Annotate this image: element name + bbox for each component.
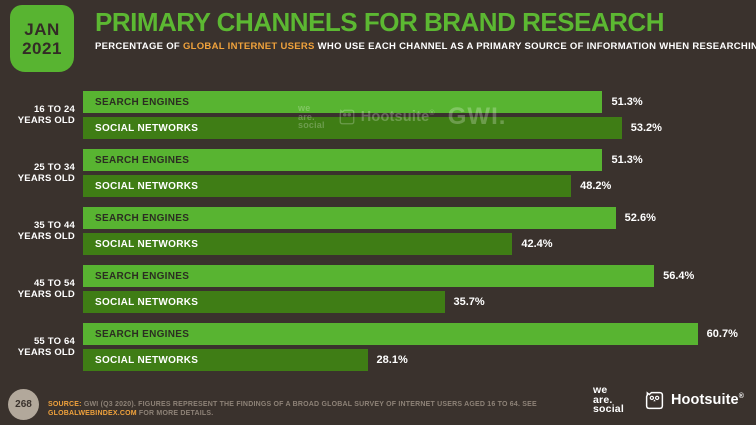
age-group: 25 TO 34 YEARS OLD SEARCH ENGINES 51.3% SOCI… xyxy=(0,149,756,197)
age-range: 35 TO 44 xyxy=(33,220,75,231)
page-number-badge: 268 xyxy=(8,389,39,420)
bar-value: 56.4% xyxy=(663,270,695,282)
bar-row-social-networks: SOCIAL NETWORKS 28.1% xyxy=(83,349,723,371)
bar-series-label: SEARCH ENGINES xyxy=(95,212,190,224)
bar-social-networks: SOCIAL NETWORKS xyxy=(83,349,368,371)
bar-value: 52.6% xyxy=(624,212,656,224)
we-are-social-line: social xyxy=(593,403,624,415)
age-group: 35 TO 44 YEARS OLD SEARCH ENGINES 52.6% SOCI… xyxy=(0,207,756,255)
bar-series-label: SOCIAL NETWORKS xyxy=(95,296,199,308)
source-text: GWI (Q3 2020). FIGURES REPRESENT THE FIN… xyxy=(81,401,537,408)
bar-row-social-networks: SOCIAL NETWORKS 35.7% xyxy=(83,291,723,313)
date-month: JAN xyxy=(24,19,60,39)
date-badge: JAN 2021 xyxy=(10,5,74,72)
subtitle-prefix: PERCENTAGE OF xyxy=(95,41,183,52)
bar-row-search-engines: SEARCH ENGINES 60.7% xyxy=(83,323,738,345)
bar-row-search-engines: SEARCH ENGINES 52.6% xyxy=(83,207,723,229)
subtitle-suffix: WHO USE EACH CHANNEL AS A PRIMARY SOURCE… xyxy=(317,41,756,52)
age-range: 45 TO 54 xyxy=(33,278,75,289)
age-group-label: 25 TO 34 YEARS OLD xyxy=(0,162,75,184)
age-group-label: 45 TO 54 YEARS OLD xyxy=(0,278,75,300)
age-range-suffix: YEARS OLD xyxy=(17,289,75,300)
bar-chart: 16 TO 24 YEARS OLD SEARCH ENGINES 51.3% SOCI… xyxy=(0,91,756,381)
bar-series-label: SEARCH ENGINES xyxy=(95,96,190,108)
bar-social-networks: SOCIAL NETWORKS xyxy=(83,175,572,197)
bar-value: 28.1% xyxy=(376,354,408,366)
age-range-suffix: YEARS OLD xyxy=(17,347,75,358)
bar-search-engines: SEARCH ENGINES xyxy=(83,265,655,287)
age-group-label: 35 TO 44 YEARS OLD xyxy=(0,220,75,242)
bar-pair: SEARCH ENGINES 52.6% SOCIAL NETWORKS 42.4% xyxy=(83,207,723,255)
bar-social-networks: SOCIAL NETWORKS xyxy=(83,291,445,313)
bar-value: 42.4% xyxy=(521,238,553,250)
bar-row-search-engines: SEARCH ENGINES 51.3% xyxy=(83,149,723,171)
age-group: 55 TO 64 YEARS OLD SEARCH ENGINES 60.7% SOCI… xyxy=(0,323,756,371)
we-are-social-logo: we are. social xyxy=(593,384,624,415)
bar-row-social-networks: SOCIAL NETWORKS 48.2% xyxy=(83,175,723,197)
we-are-social-line: are. xyxy=(593,393,613,406)
bar-row-social-networks: SOCIAL NETWORKS 42.4% xyxy=(83,233,723,255)
age-range-suffix: YEARS OLD xyxy=(17,231,75,242)
bar-series-label: SOCIAL NETWORKS xyxy=(95,180,199,192)
age-group-label: 55 TO 64 YEARS OLD xyxy=(0,336,75,358)
bar-search-engines: SEARCH ENGINES xyxy=(83,207,616,229)
age-range-suffix: YEARS OLD xyxy=(17,173,75,184)
bar-value: 51.3% xyxy=(611,96,643,108)
age-range: 16 TO 24 xyxy=(33,104,75,115)
bar-search-engines: SEARCH ENGINES xyxy=(83,149,603,171)
bar-row-search-engines: SEARCH ENGINES 51.3% xyxy=(83,91,723,113)
bar-pair: SEARCH ENGINES 56.4% SOCIAL NETWORKS 35.7% xyxy=(83,265,723,313)
bar-value: 35.7% xyxy=(453,296,485,308)
bar-pair: SEARCH ENGINES 60.7% SOCIAL NETWORKS 28.1% xyxy=(83,323,738,371)
date-year: 2021 xyxy=(22,38,62,58)
hootsuite-logo: Hootsuite® xyxy=(644,390,744,411)
bar-pair: SEARCH ENGINES 51.3% SOCIAL NETWORKS 53.2% xyxy=(83,91,723,139)
we-are-social-line: we xyxy=(593,384,608,396)
bar-value: 53.2% xyxy=(630,122,662,134)
hootsuite-owl-icon xyxy=(645,391,664,409)
age-group: 16 TO 24 YEARS OLD SEARCH ENGINES 51.3% SOCI… xyxy=(0,91,756,139)
bar-series-label: SEARCH ENGINES xyxy=(95,328,190,340)
bar-series-label: SEARCH ENGINES xyxy=(95,270,190,282)
age-group: 45 TO 54 YEARS OLD SEARCH ENGINES 56.4% SOCI… xyxy=(0,265,756,313)
bar-value: 51.3% xyxy=(611,154,643,166)
bar-value: 48.2% xyxy=(580,180,612,192)
bar-pair: SEARCH ENGINES 51.3% SOCIAL NETWORKS 48.2% xyxy=(83,149,723,197)
hootsuite-logo-label: Hootsuite® xyxy=(670,392,744,409)
age-group-label: 16 TO 24 YEARS OLD xyxy=(0,104,75,126)
bar-series-label: SEARCH ENGINES xyxy=(95,154,190,166)
bar-social-networks: SOCIAL NETWORKS xyxy=(83,117,622,139)
source-label: SOURCE: xyxy=(48,401,82,408)
bar-search-engines: SEARCH ENGINES xyxy=(83,323,698,345)
bar-row-search-engines: SEARCH ENGINES 56.4% xyxy=(83,265,723,287)
bar-search-engines: SEARCH ENGINES xyxy=(83,91,603,113)
bar-series-label: SOCIAL NETWORKS xyxy=(95,354,199,366)
bar-series-label: SOCIAL NETWORKS xyxy=(95,122,199,134)
source-link: GLOBALWEBINDEX.COM xyxy=(48,410,137,417)
footer-logos: we are. social Hootsuite® xyxy=(593,384,744,415)
age-range-suffix: YEARS OLD xyxy=(17,115,75,126)
bar-social-networks: SOCIAL NETWORKS xyxy=(83,233,513,255)
source-note: SOURCE: GWI (Q3 2020). FIGURES REPRESENT… xyxy=(48,400,593,418)
header: PRIMARY CHANNELS FOR BRAND RESEARCH PERC… xyxy=(95,7,756,52)
subtitle-highlight: GLOBAL INTERNET USERS xyxy=(182,41,315,52)
bar-value: 60.7% xyxy=(706,328,738,340)
source-text-2: FOR MORE DETAILS. xyxy=(136,410,214,417)
page-subtitle: PERCENTAGE OF GLOBAL INTERNET USERS WHO … xyxy=(95,41,756,52)
bar-row-social-networks: SOCIAL NETWORKS 53.2% xyxy=(83,117,723,139)
age-range: 55 TO 64 xyxy=(33,336,75,347)
age-range: 25 TO 34 xyxy=(33,162,75,173)
page-title: PRIMARY CHANNELS FOR BRAND RESEARCH xyxy=(95,7,664,37)
bar-series-label: SOCIAL NETWORKS xyxy=(95,238,199,250)
